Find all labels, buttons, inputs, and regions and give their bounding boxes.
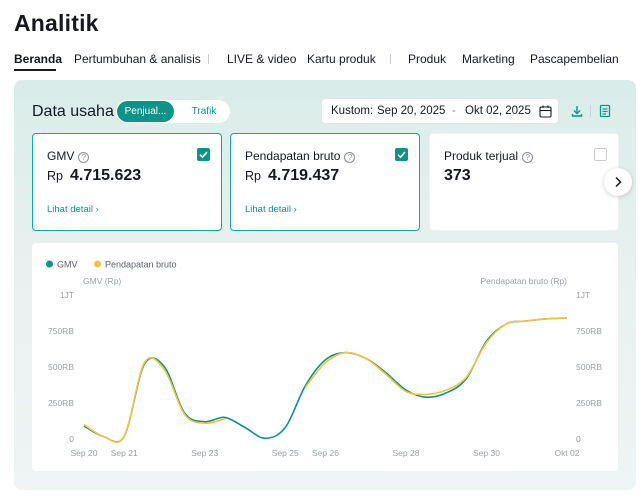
report-icon[interactable] <box>598 104 612 118</box>
y-tick-label-right: 250RB <box>576 398 602 408</box>
legend-marker <box>94 260 101 268</box>
y-tick-label-left: 0 <box>69 434 74 444</box>
x-tick-label: Sep 28 <box>393 448 420 458</box>
y-axis-title-right: Pendapatan bruto (Rp) <box>481 276 568 286</box>
view-detail-link[interactable]: Lihat detail › <box>47 204 99 215</box>
card-currency: Rp <box>47 169 63 183</box>
card-value: 4.715.623 <box>69 167 142 184</box>
card-value-wrap: Rp 4.715.623 <box>47 167 141 185</box>
x-tick-label: Sep 23 <box>191 448 218 458</box>
card-title-wrap: Produk terjual? <box>444 149 534 163</box>
page-title: Analitik <box>14 10 99 36</box>
chart-card <box>32 243 618 471</box>
toggle-penjualan[interactable]: Penjual... <box>117 101 174 122</box>
metric-card-products-sold[interactable]: Produk terjual? 373 <box>429 133 619 231</box>
download-icon[interactable] <box>570 104 584 118</box>
tab-live-video[interactable]: LIVE & video <box>227 52 297 66</box>
y-tick-label-right: 500RB <box>576 362 602 372</box>
legend-marker <box>46 260 53 268</box>
card-title: Pendapatan bruto <box>245 149 341 163</box>
y-tick-label-left: 250RB <box>48 398 74 408</box>
card-checkbox[interactable] <box>395 148 408 161</box>
legend-label[interactable]: GMV <box>57 260 78 270</box>
series-line-pendapatan-bruto[interactable] <box>304 317 568 396</box>
series-line-pendapatan-bruto[interactable] <box>83 357 226 444</box>
card-checkbox[interactable] <box>594 148 607 161</box>
tab-kartu-produk[interactable]: Kartu produk <box>307 52 376 66</box>
help-icon[interactable]: ? <box>344 152 356 163</box>
help-icon[interactable]: ? <box>78 152 90 163</box>
card-value: 373 <box>444 167 471 184</box>
toggle-trafik[interactable]: Trafik <box>191 106 217 117</box>
legend-label[interactable]: Pendapatan bruto <box>105 260 177 270</box>
x-tick-label: Sep 21 <box>111 448 138 458</box>
tab-divider <box>208 54 209 64</box>
x-tick-label: Okt 02 <box>554 448 579 458</box>
date-end: Okt 02, 2025 <box>465 105 531 117</box>
chevron-right-icon <box>615 176 622 188</box>
series-line-gmv[interactable] <box>83 317 568 443</box>
date-separator: - <box>452 105 456 117</box>
active-tab-indicator <box>14 69 56 71</box>
card-value: 4.719.437 <box>267 167 340 184</box>
y-tick-label-right: 0 <box>576 434 581 444</box>
toolbar-divider <box>590 105 591 117</box>
tab-beranda[interactable]: Beranda <box>14 52 63 66</box>
y-axis-title-left: GMV (Rp) <box>83 276 121 286</box>
next-cards-button[interactable] <box>604 168 632 196</box>
card-title-wrap: GMV? <box>47 149 90 163</box>
card-currency: Rp <box>245 169 261 183</box>
x-tick-label: Sep 20 <box>71 448 98 458</box>
date-start: Sep 20, 2025 <box>377 105 446 117</box>
calendar-icon <box>539 105 552 118</box>
tab-produk[interactable]: Produk <box>408 52 447 66</box>
line-chart: GMV Pendapatan bruto GMV (Rp) Pendapatan br… <box>46 260 602 458</box>
y-tick-label-right: 750RB <box>576 326 602 336</box>
check-icon <box>397 151 406 159</box>
card-checkbox[interactable] <box>197 148 210 161</box>
x-tick-label: Sep 25 <box>272 448 299 458</box>
tab-marketing[interactable]: Marketing <box>462 52 515 66</box>
tab-divider <box>390 54 391 64</box>
y-tick-label-left: 500RB <box>48 362 74 372</box>
metric-card-gross-revenue[interactable]: Pendapatan bruto? Rp 4.719.437 Lihat deta… <box>230 133 420 231</box>
view-detail-link[interactable]: Lihat detail › <box>245 204 297 215</box>
tab-pertumbuhan-analisis[interactable]: Pertumbuhan & analisis <box>74 52 201 66</box>
card-title: GMV <box>47 149 75 163</box>
y-tick-label-left: 750RB <box>48 326 74 336</box>
x-tick-label: Sep 30 <box>473 448 500 458</box>
data-type-toggle: Penjual... Trafik <box>116 100 230 123</box>
x-tick-label: Sep 26 <box>312 448 339 458</box>
tab-pascapembelian[interactable]: Pascapembelian <box>530 52 619 66</box>
check-icon <box>199 151 208 159</box>
y-tick-label-right: 1JT <box>576 290 590 300</box>
y-tick-label-left: 1JT <box>60 290 74 300</box>
nav-tabs: Beranda Pertumbuhan & analisis LIVE & vi… <box>0 50 640 72</box>
metric-card-gmv[interactable]: GMV? Rp 4.715.623 Lihat detail › <box>32 133 222 231</box>
date-range-picker[interactable]: Kustom: Sep 20, 2025 - Okt 02, 2025 <box>321 98 559 124</box>
card-value-wrap: Rp 4.719.437 <box>245 167 339 185</box>
help-icon[interactable]: ? <box>522 152 534 163</box>
card-title: Produk terjual <box>444 149 519 163</box>
date-range-label: Kustom: <box>331 105 374 117</box>
card-title-wrap: Pendapatan bruto? <box>245 149 356 163</box>
section-title: Data usaha <box>32 103 114 120</box>
